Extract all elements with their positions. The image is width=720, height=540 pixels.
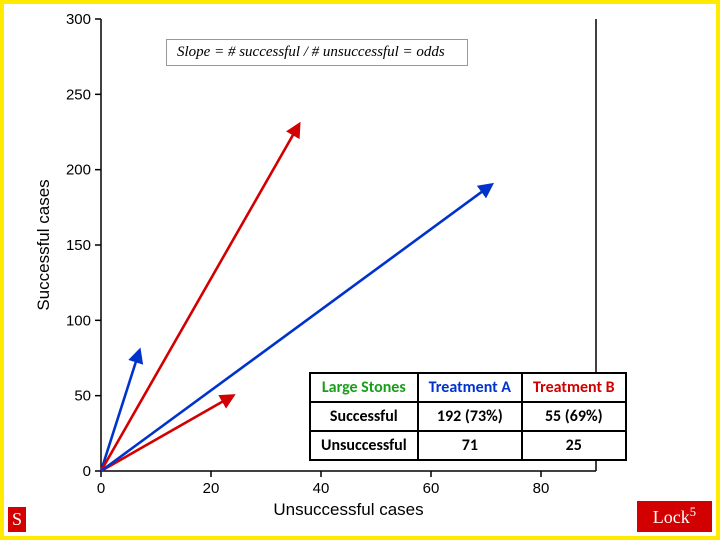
cell-unsuccessful: Unsuccessful [310, 431, 418, 460]
table-row: Successful 192 (73%) 55 (69%) [310, 402, 626, 431]
svg-text:0: 0 [83, 463, 91, 480]
cell-succ-tA: 192 (73%) [418, 402, 522, 431]
svg-text:150: 150 [66, 237, 91, 254]
footer-left: S [8, 507, 26, 532]
table-row: Unsuccessful 71 25 [310, 431, 626, 460]
footer-right-sup: 5 [690, 505, 696, 519]
stones-table: Large Stones Treatment A Treatment B Suc… [309, 372, 627, 461]
svg-text:250: 250 [66, 86, 91, 103]
cell-header-tB: Treatment B [522, 373, 626, 402]
cell-header-stones: Large Stones [310, 373, 418, 402]
svg-text:100: 100 [66, 312, 91, 329]
svg-text:Successful cases: Successful cases [34, 179, 53, 310]
svg-text:0: 0 [97, 480, 105, 497]
svg-text:20: 20 [203, 480, 220, 497]
cell-unsucc-tB: 25 [522, 431, 626, 460]
svg-text:Unsuccessful cases: Unsuccessful cases [273, 500, 423, 519]
svg-text:300: 300 [66, 11, 91, 28]
cell-succ-tB: 55 (69%) [522, 402, 626, 431]
svg-text:60: 60 [423, 480, 440, 497]
slide-container: Slope = # successful / # unsuccessful = … [0, 0, 720, 540]
cell-header-tA: Treatment A [418, 373, 522, 402]
svg-text:40: 40 [313, 480, 330, 497]
footer-right-text: Lock [653, 507, 690, 527]
footer-right: Lock5 [637, 501, 712, 532]
svg-text:200: 200 [66, 162, 91, 179]
cell-successful: Successful [310, 402, 418, 431]
svg-text:80: 80 [533, 480, 550, 497]
cell-unsucc-tA: 71 [418, 431, 522, 460]
svg-text:50: 50 [74, 388, 91, 405]
table-row: Large Stones Treatment A Treatment B [310, 373, 626, 402]
